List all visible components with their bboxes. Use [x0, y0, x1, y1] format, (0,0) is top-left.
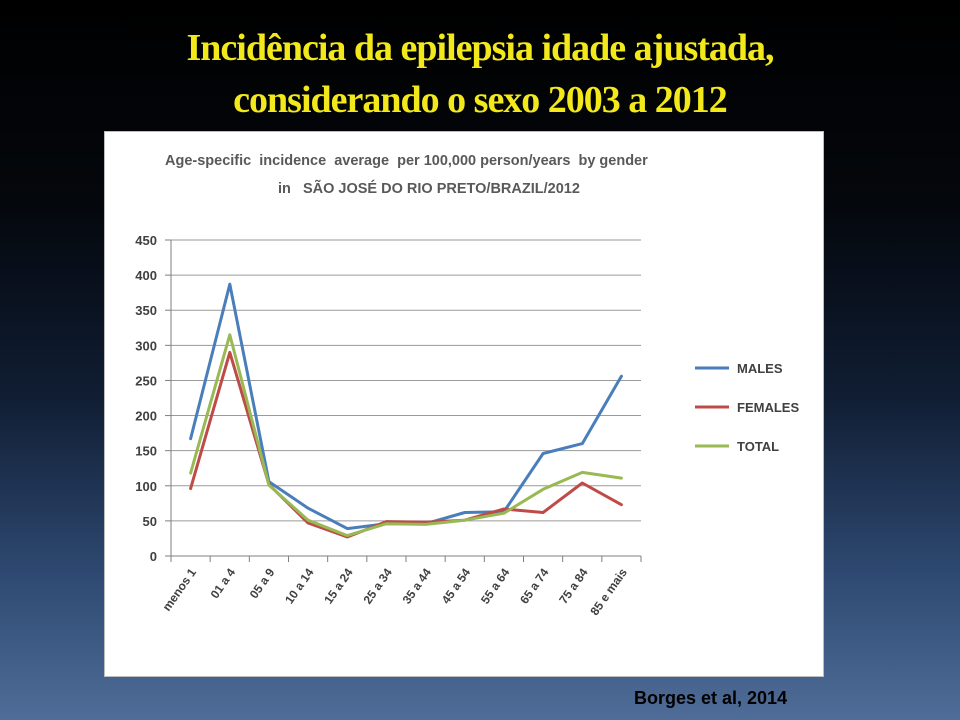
y-tick-label: 250 — [135, 373, 157, 388]
x-tick-label: 35 a 44 — [400, 565, 435, 606]
x-tick-label: 01 a 4 — [208, 565, 239, 601]
slide-title-line2: considerando o sexo 2003 a 2012 — [233, 79, 728, 121]
slide-title-line1: Incidência da epilepsia idade ajustada, — [186, 27, 774, 69]
x-tick-label: 55 a 64 — [478, 565, 513, 606]
y-tick-label: 100 — [135, 479, 157, 494]
y-tick-label: 200 — [135, 409, 157, 424]
x-tick-label: 05 a 9 — [247, 565, 278, 601]
y-tick-label: 150 — [135, 444, 157, 459]
chart-panel: Age-specific incidence average per 100,0… — [104, 131, 824, 677]
x-tick-label: 15 a 24 — [321, 565, 356, 606]
legend-label: FEMALES — [737, 400, 799, 415]
legend-label: MALES — [737, 361, 783, 376]
x-tick-label: 75 a 84 — [556, 565, 591, 606]
chart-title-line1: Age-specific incidence average per 100,0… — [165, 153, 648, 169]
x-tick-label: 45 a 54 — [439, 565, 474, 606]
series-line-males — [189, 282, 623, 531]
x-tick-label: 25 a 34 — [360, 565, 395, 606]
axes: 0 50 100 150 200 250 300 350 400 450 menos 1 01 a 4… — [135, 233, 642, 618]
y-tick-label: 400 — [135, 268, 157, 283]
x-tick-label: 65 a 74 — [517, 565, 552, 606]
x-tick-label: menos 1 — [160, 565, 200, 613]
slide-title: Incidência da epilepsia idade ajustada, … — [0, 22, 960, 126]
y-tick-label: 300 — [135, 338, 157, 353]
x-tick-label: 85 e mais — [587, 565, 630, 618]
line-chart: Age-specific incidence average per 100,0… — [135, 153, 799, 618]
y-tick-label: 0 — [150, 549, 157, 564]
x-tick-label: 10 a 14 — [282, 565, 317, 606]
series-lines — [189, 282, 623, 539]
legend-label: TOTAL — [737, 439, 779, 454]
legend: MALES FEMALES TOTAL — [695, 361, 799, 454]
y-tick-label: 350 — [135, 303, 157, 318]
citation: Borges et al, 2014 — [634, 688, 788, 708]
y-tick-label: 50 — [143, 514, 157, 529]
y-tick-label: 450 — [135, 233, 157, 248]
chart-title-line2: in SÃO JOSÉ DO RIO PRETO/BRAZIL/2012 — [278, 179, 580, 197]
series-line-total — [189, 333, 623, 538]
